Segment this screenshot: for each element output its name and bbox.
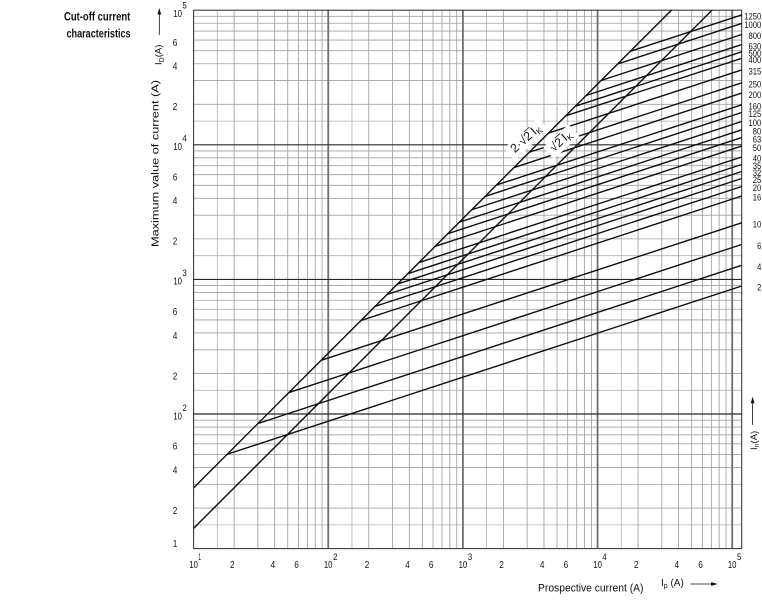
- svg-text:250: 250: [749, 79, 762, 90]
- svg-text:6: 6: [757, 240, 761, 251]
- svg-text:6: 6: [173, 38, 178, 49]
- svg-text:Ip (A): Ip (A): [661, 578, 684, 590]
- svg-text:4: 4: [675, 560, 680, 571]
- svg-text:4: 4: [173, 465, 178, 476]
- svg-text:4: 4: [182, 134, 186, 144]
- svg-text:32: 32: [753, 167, 762, 178]
- svg-text:800: 800: [749, 30, 762, 41]
- svg-text:4: 4: [173, 331, 178, 342]
- svg-text:Cut-off current: Cut-off current: [64, 10, 130, 24]
- svg-text:6: 6: [173, 173, 178, 184]
- svg-text:10: 10: [173, 9, 182, 20]
- svg-text:1000: 1000: [744, 19, 761, 30]
- svg-text:500: 500: [749, 48, 762, 59]
- svg-text:2: 2: [634, 560, 639, 571]
- svg-text:4: 4: [173, 62, 178, 73]
- svg-text:6: 6: [564, 560, 569, 571]
- svg-text:160: 160: [749, 101, 762, 112]
- svg-text:400: 400: [749, 54, 762, 65]
- svg-text:Prospective current (A): Prospective current (A): [538, 583, 644, 595]
- svg-text:6: 6: [173, 307, 178, 318]
- svg-text:630: 630: [749, 40, 762, 51]
- svg-text:1: 1: [173, 539, 178, 550]
- svg-text:2: 2: [757, 282, 761, 293]
- svg-text:125: 125: [749, 108, 762, 119]
- svg-text:10: 10: [189, 560, 198, 571]
- svg-text:1250: 1250: [744, 11, 761, 22]
- svg-text:2: 2: [173, 102, 178, 113]
- svg-text:2: 2: [499, 560, 504, 571]
- svg-text:16: 16: [753, 192, 762, 203]
- svg-text:50: 50: [753, 142, 762, 153]
- svg-text:10: 10: [459, 560, 468, 571]
- svg-text:10: 10: [753, 219, 762, 230]
- svg-text:4: 4: [602, 552, 606, 562]
- svg-text:2: 2: [333, 552, 337, 562]
- svg-text:10: 10: [173, 277, 182, 288]
- svg-text:10: 10: [593, 560, 602, 571]
- svg-text:4: 4: [757, 261, 761, 272]
- svg-text:5: 5: [737, 552, 741, 562]
- svg-text:2: 2: [230, 560, 235, 571]
- svg-text:3: 3: [468, 552, 472, 562]
- svg-text:6: 6: [173, 442, 178, 453]
- svg-text:ID(A): ID(A): [154, 45, 167, 65]
- svg-text:2: 2: [173, 506, 178, 517]
- svg-text:100: 100: [749, 117, 762, 128]
- svg-text:In(A): In(A): [749, 431, 761, 450]
- svg-text:63: 63: [753, 133, 762, 144]
- svg-text:20: 20: [753, 182, 762, 193]
- svg-text:200: 200: [749, 89, 762, 100]
- svg-text:characteristics: characteristics: [67, 26, 131, 40]
- svg-text:35: 35: [753, 160, 762, 171]
- svg-text:1: 1: [198, 552, 201, 562]
- svg-text:6: 6: [294, 560, 299, 571]
- svg-text:Maximum value of current (A): Maximum value of current (A): [151, 80, 162, 247]
- svg-text:40: 40: [753, 153, 762, 164]
- svg-text:3: 3: [182, 268, 186, 278]
- svg-text:2: 2: [173, 371, 178, 382]
- svg-text:25: 25: [753, 174, 762, 185]
- svg-text:2: 2: [365, 560, 370, 571]
- svg-text:2: 2: [182, 403, 186, 413]
- svg-text:10: 10: [728, 560, 737, 571]
- svg-text:2: 2: [173, 237, 178, 248]
- svg-text:4: 4: [405, 560, 410, 571]
- svg-text:4: 4: [540, 560, 545, 571]
- svg-text:10: 10: [173, 142, 182, 153]
- svg-text:6: 6: [698, 560, 703, 571]
- svg-text:4: 4: [173, 196, 178, 207]
- svg-text:5: 5: [182, 1, 186, 11]
- svg-text:80: 80: [753, 126, 762, 137]
- svg-text:10: 10: [324, 560, 333, 571]
- svg-text:6: 6: [429, 560, 434, 571]
- svg-text:4: 4: [271, 560, 276, 571]
- svg-text:10: 10: [173, 411, 182, 422]
- svg-text:315: 315: [749, 66, 762, 77]
